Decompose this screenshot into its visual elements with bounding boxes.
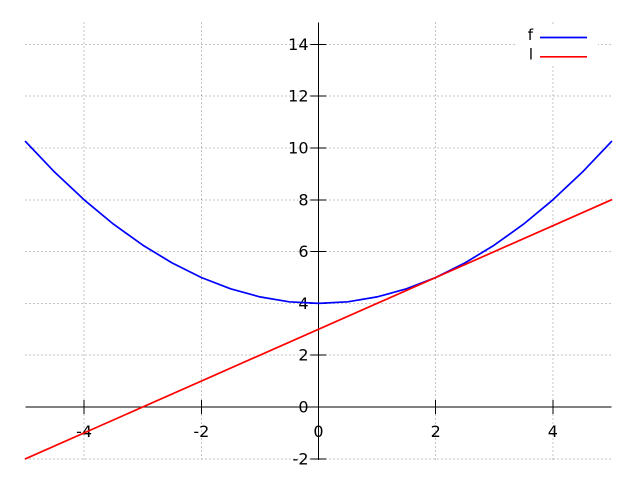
legend-box bbox=[516, 26, 598, 66]
legend-label-f: f bbox=[528, 26, 534, 44]
x-tick-label: 2 bbox=[431, 422, 441, 441]
y-tick-label: -2 bbox=[293, 449, 309, 468]
series-f-curve bbox=[24, 140, 613, 305]
y-tick-label: 8 bbox=[298, 190, 308, 209]
x-tick-label: -4 bbox=[76, 422, 92, 441]
x-tick-label: 0 bbox=[313, 422, 323, 441]
series-l-curve bbox=[24, 198, 613, 460]
x-tick-label: 4 bbox=[548, 422, 558, 441]
y-tick-label: 2 bbox=[298, 346, 308, 365]
y-tick-label: 0 bbox=[298, 398, 308, 417]
legend-label-l: l bbox=[529, 45, 533, 63]
y-tick-label: 6 bbox=[298, 242, 308, 261]
y-tick-label: 10 bbox=[288, 139, 308, 158]
y-tick-label: 14 bbox=[288, 35, 308, 54]
y-tick-label: 12 bbox=[288, 87, 308, 106]
x-tick-label: -2 bbox=[193, 422, 209, 441]
